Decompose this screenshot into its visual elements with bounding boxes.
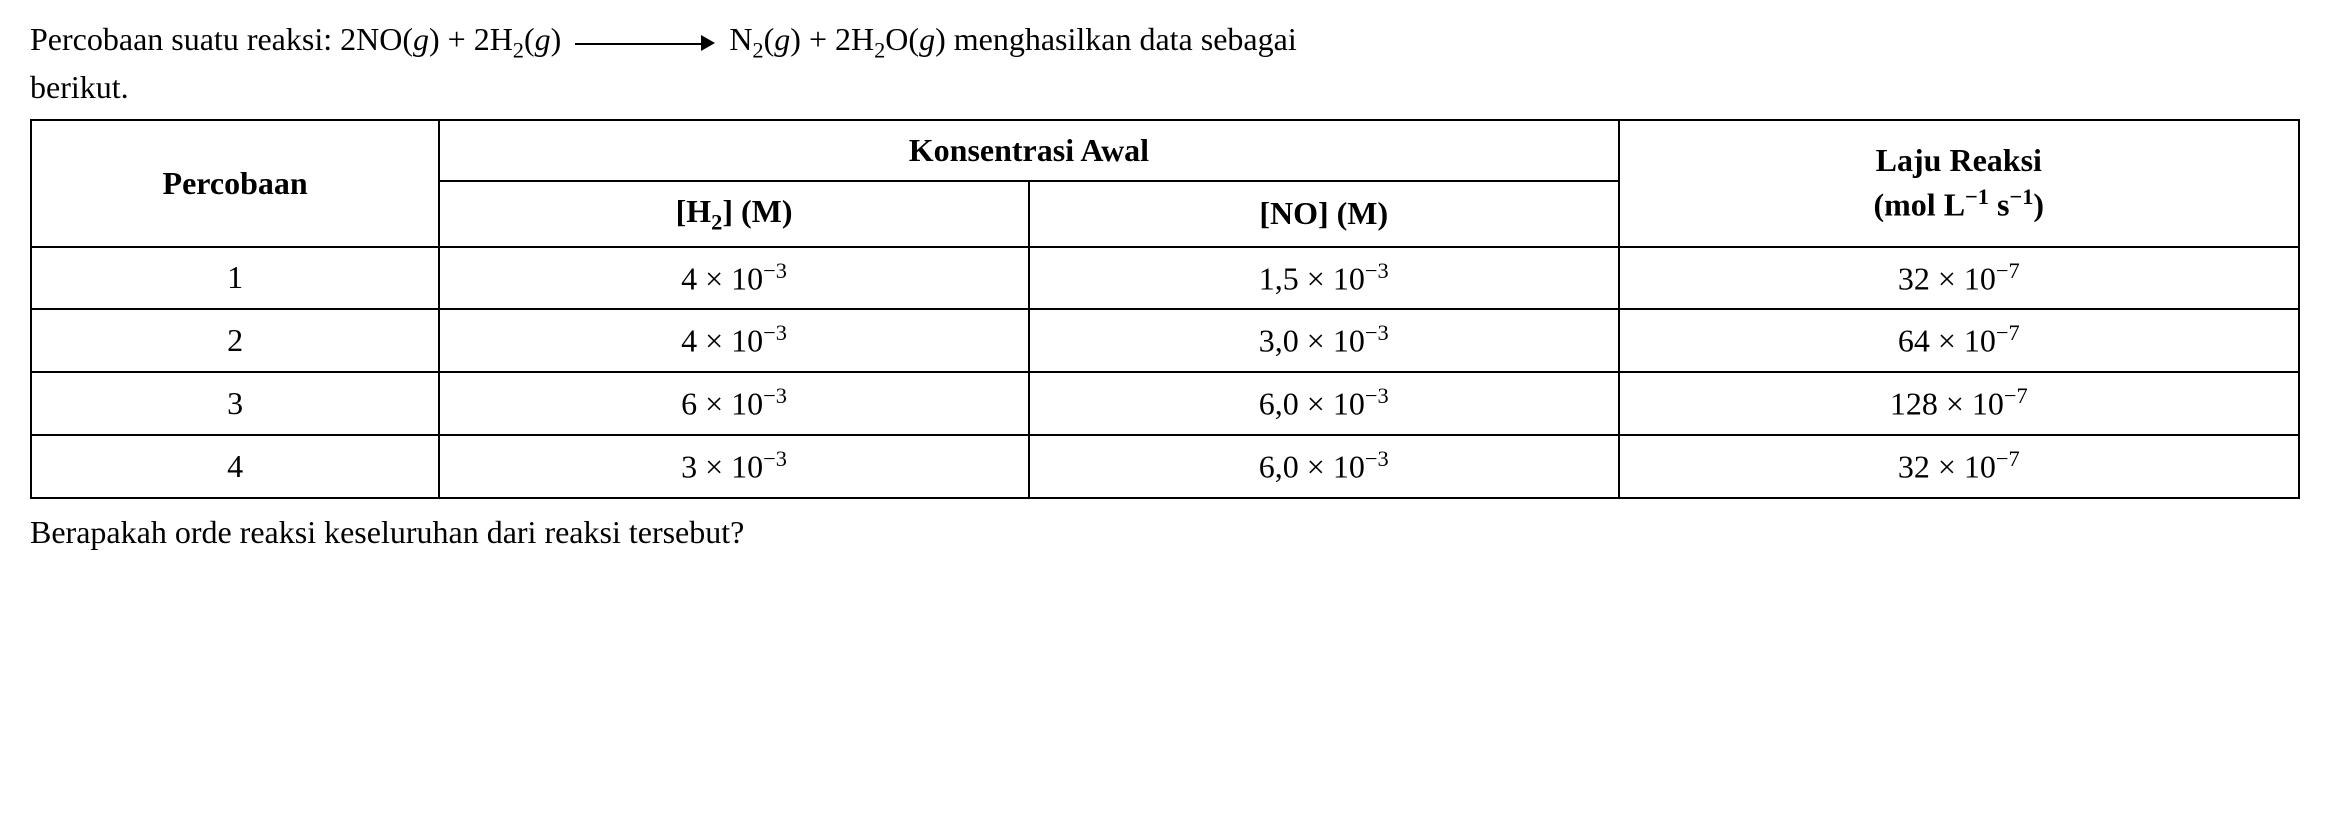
cell-rate: 32 × 10−7 (1619, 247, 2299, 310)
product-2: 2H2O(g) (835, 21, 954, 57)
reaction-arrow-icon (575, 23, 715, 61)
cell-no: 6,0 × 10−3 (1029, 435, 1619, 498)
th-h2: [H2] (M) (439, 181, 1029, 247)
cell-rate: 32 × 10−7 (1619, 435, 2299, 498)
reactant-1: 2NO(g) (340, 21, 448, 57)
plus-1: + (448, 21, 474, 57)
cell-no: 6,0 × 10−3 (1029, 372, 1619, 435)
cell-h2: 4 × 10−3 (439, 309, 1029, 372)
cell-h2: 6 × 10−3 (439, 372, 1029, 435)
data-table: Percobaan Konsentrasi Awal Laju Reaksi (… (30, 119, 2300, 499)
plus-2: + (809, 21, 835, 57)
intro-line2: berikut. (30, 69, 129, 105)
table-row: 36 × 10−36,0 × 10−3128 × 10−7 (31, 372, 2299, 435)
table-row: 43 × 10−36,0 × 10−332 × 10−7 (31, 435, 2299, 498)
cell-rate: 64 × 10−7 (1619, 309, 2299, 372)
question-text: Berapakah orde reaksi keseluruhan dari r… (30, 511, 2300, 554)
product-1: N2(g) (729, 21, 809, 57)
reactant-2: 2H2(g) (474, 21, 570, 57)
problem-statement: Percobaan suatu reaksi: 2NO(g) + 2H2(g) … (30, 18, 2300, 109)
cell-rate: 128 × 10−7 (1619, 372, 2299, 435)
table-row: 24 × 10−33,0 × 10−364 × 10−7 (31, 309, 2299, 372)
th-no: [NO] (M) (1029, 181, 1619, 247)
th-konsentrasi: Konsentrasi Awal (439, 120, 1618, 181)
cell-no: 3,0 × 10−3 (1029, 309, 1619, 372)
cell-percobaan: 2 (31, 309, 439, 372)
cell-h2: 4 × 10−3 (439, 247, 1029, 310)
cell-h2: 3 × 10−3 (439, 435, 1029, 498)
cell-percobaan: 1 (31, 247, 439, 310)
intro-lead: Percobaan suatu reaksi: (30, 21, 340, 57)
intro-trail: menghasilkan data sebagai (954, 21, 1297, 57)
th-percobaan: Percobaan (31, 120, 439, 247)
cell-percobaan: 3 (31, 372, 439, 435)
cell-percobaan: 4 (31, 435, 439, 498)
table-row: 14 × 10−31,5 × 10−332 × 10−7 (31, 247, 2299, 310)
th-laju: Laju Reaksi (mol L−1 s−1) (1619, 120, 2299, 247)
cell-no: 1,5 × 10−3 (1029, 247, 1619, 310)
